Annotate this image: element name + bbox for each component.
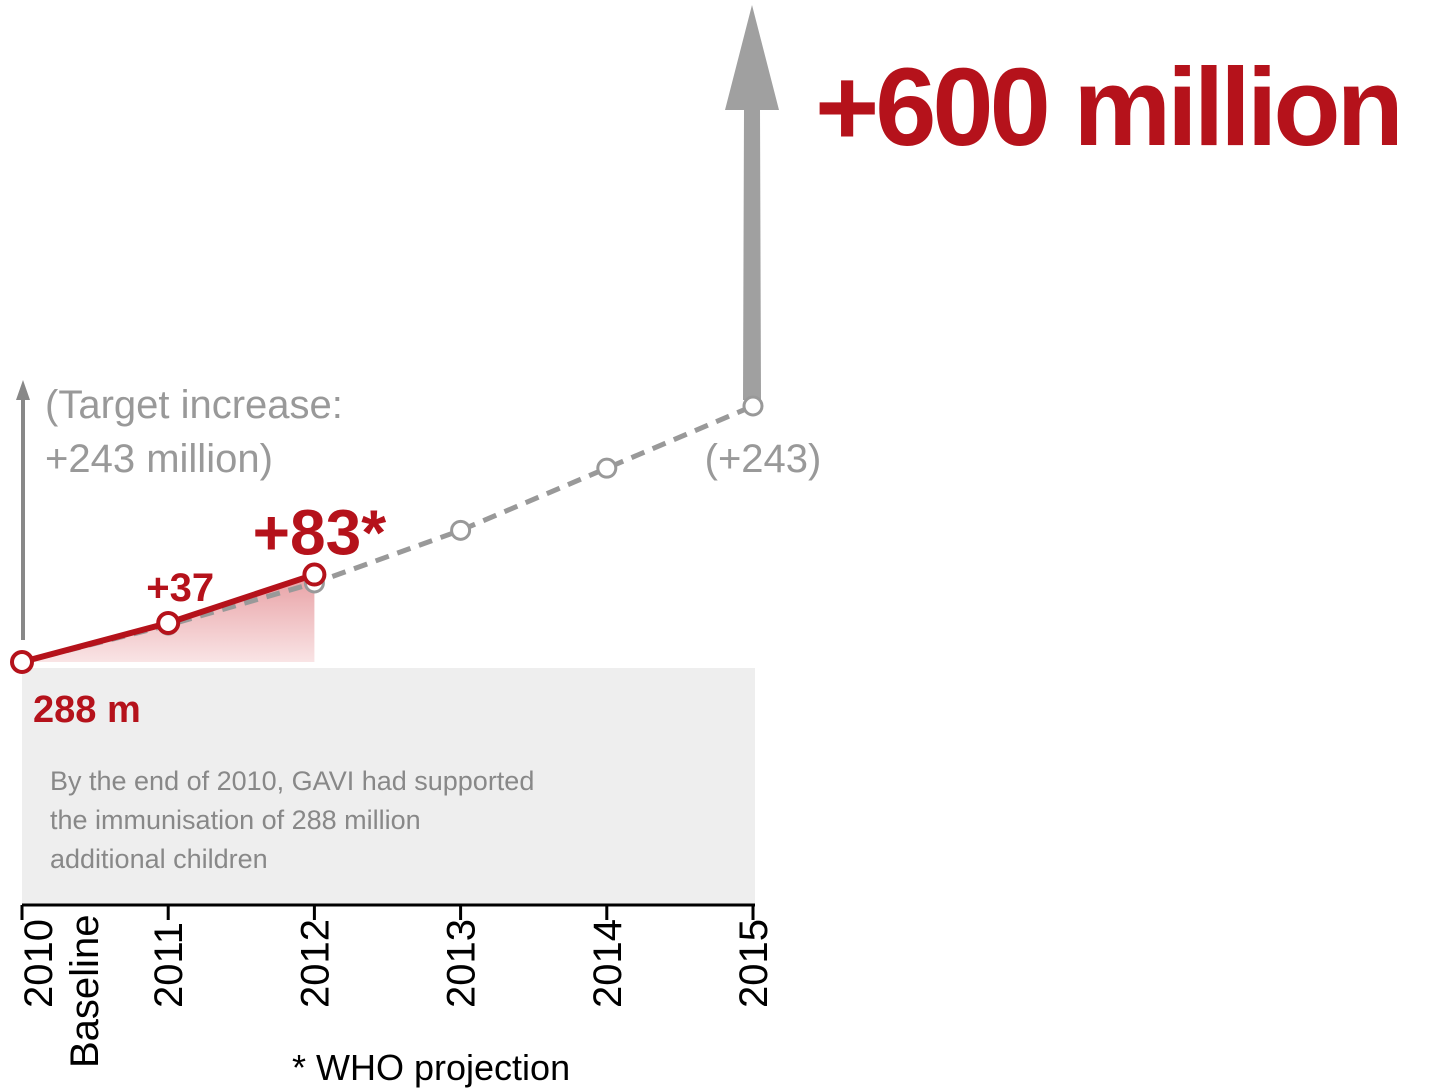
baseline-label: 288 m [33,689,141,731]
point [156,611,181,636]
area [22,574,315,662]
description-box [22,668,755,905]
headline: +600 million [815,46,1400,169]
description: By the end of 2010, GAVI had supported t… [50,766,542,874]
point [10,650,34,674]
x-tick-sublabel: Baseline [63,915,107,1068]
x-tick-label: 2013 [440,919,484,1008]
point [596,457,618,479]
point [742,395,764,417]
target-arrow [16,380,30,640]
footnote: * WHO projection [292,1047,570,1088]
description-line: additional children [50,844,268,874]
point [302,562,327,587]
value-label: (+243) [705,437,822,481]
target-note-line: (Target increase: [45,383,343,427]
big-arrow [725,5,779,400]
x-tick-label: 2011 [147,922,191,1008]
x-tick-label: 2012 [293,919,337,1008]
value-label: +37 [146,566,214,610]
x-tick-label: 2014 [586,919,630,1008]
target-note: (Target increase: +243 million) [45,383,354,481]
description-line: By the end of 2010, GAVI had supported [50,766,534,796]
target-note-line: +243 million) [45,437,273,481]
x-tick-label: 2010 [17,919,61,1008]
point [450,519,472,541]
x-tick-label: 2015 [732,919,776,1008]
value-label: +83* [253,497,387,569]
description-line: the immunisation of 288 million [50,805,421,835]
